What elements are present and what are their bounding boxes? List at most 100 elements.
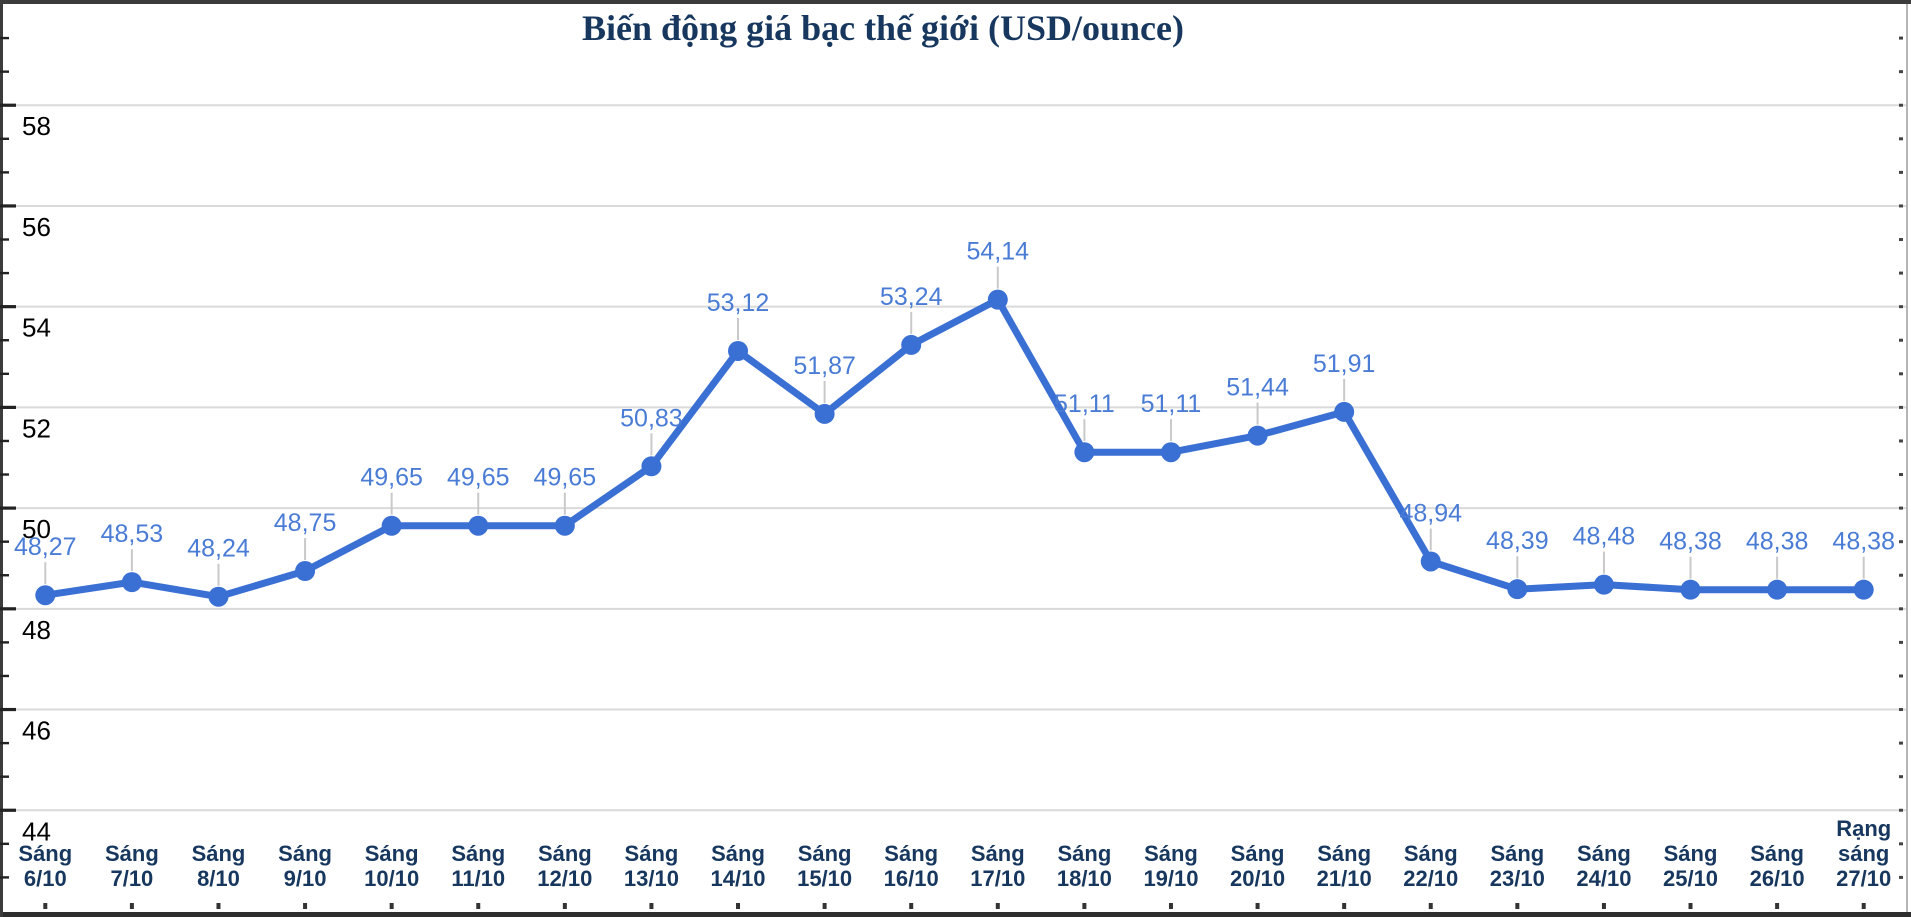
y-minor-tick — [0, 574, 9, 577]
data-point[interactable] — [35, 585, 56, 606]
y-minor-tick — [0, 271, 9, 275]
data-label: 48,27 — [14, 533, 77, 561]
top-border — [0, 0, 1911, 4]
y-right-tick-dot — [1899, 573, 1903, 577]
y-ticks — [0, 36, 1903, 879]
x-tick-label-line: Sáng — [1490, 841, 1544, 866]
x-tick-mark — [736, 903, 741, 909]
y-minor-tick — [0, 674, 9, 678]
x-tick-label-line: 26/10 — [1750, 866, 1805, 891]
data-point[interactable] — [641, 456, 662, 477]
y-major-tick — [0, 607, 16, 611]
y-major-tick — [0, 506, 16, 510]
x-tick-label-line: 21/10 — [1317, 866, 1372, 891]
x-tick-mark — [1342, 903, 1347, 909]
y-right-tick-dot — [1899, 607, 1903, 611]
data-points — [35, 289, 1874, 607]
y-right-tick-dot — [1899, 875, 1903, 879]
data-label: 51,91 — [1313, 350, 1376, 378]
x-tick-label-line: Sáng — [971, 841, 1025, 866]
y-right-tick-dot — [1899, 305, 1903, 309]
data-point[interactable] — [1680, 579, 1701, 600]
data-label: 51,11 — [1141, 390, 1202, 418]
x-tick-mark — [476, 903, 481, 909]
y-minor-tick — [0, 36, 9, 40]
x-tick-label-line: 24/10 — [1576, 866, 1631, 891]
x-tick-label-line: Sáng — [538, 841, 592, 866]
data-point[interactable] — [1593, 574, 1614, 595]
gridlines — [2, 104, 1907, 812]
y-tick-labels: 58 56 54 52 50 48 46 44 — [22, 111, 51, 846]
data-point[interactable] — [728, 340, 749, 361]
y-right-tick-dot — [1899, 36, 1903, 40]
y-minor-tick — [0, 641, 9, 644]
data-point[interactable] — [901, 334, 922, 355]
data-point[interactable] — [468, 515, 489, 536]
y-minor-tick — [0, 775, 9, 778]
x-tick-label-line: 9/10 — [284, 866, 327, 891]
y-minor-tick — [0, 473, 9, 476]
x-tick-mark — [822, 903, 827, 909]
y-right-tick-dot — [1899, 473, 1903, 477]
x-tick-label-line: Sáng — [365, 841, 419, 866]
data-label: 48,24 — [187, 535, 250, 563]
y-minor-tick — [0, 540, 9, 543]
x-tick-label-line: Sáng — [451, 841, 505, 866]
y-tick-label: 48 — [22, 615, 51, 645]
data-label: 49,65 — [447, 464, 510, 492]
data-labels: 48,27 48,53 48,24 48,75 49,65 49,65 49,65 50,83… — [14, 238, 1895, 563]
data-point[interactable] — [814, 403, 835, 424]
data-label: 53,24 — [880, 283, 943, 311]
x-tick-mark — [909, 903, 914, 909]
x-tick-label-line: 27/10 — [1836, 866, 1891, 891]
x-tick-label-line: 15/10 — [797, 866, 852, 891]
x-tick-mark — [1861, 903, 1866, 909]
data-point[interactable] — [987, 289, 1008, 310]
x-tick-label-line: 23/10 — [1490, 866, 1545, 891]
x-tick-mark — [1601, 903, 1606, 909]
y-minor-tick — [0, 238, 9, 241]
x-tick-label-line: 13/10 — [624, 866, 679, 891]
data-point[interactable] — [1767, 579, 1788, 600]
data-point[interactable] — [121, 572, 142, 593]
data-label: 48,38 — [1746, 528, 1809, 556]
data-point[interactable] — [381, 515, 402, 536]
y-tick-label: 58 — [22, 111, 51, 141]
y-minor-tick — [0, 876, 9, 879]
data-point[interactable] — [1420, 551, 1441, 572]
data-point[interactable] — [1247, 425, 1268, 446]
data-point[interactable] — [1334, 401, 1355, 422]
x-tick-label-line: Sáng — [1577, 841, 1631, 866]
data-point[interactable] — [208, 586, 229, 607]
x-tick-label-line: Rạng — [1836, 816, 1891, 841]
data-point[interactable] — [554, 515, 575, 536]
data-label: 49,65 — [534, 464, 597, 492]
y-right-tick-dot — [1899, 540, 1903, 544]
x-tick-mark — [129, 903, 134, 909]
x-tick-mark — [649, 903, 654, 909]
y-right-tick-dot — [1899, 674, 1903, 678]
y-right-tick-dot — [1899, 405, 1903, 409]
data-point[interactable] — [295, 561, 316, 582]
x-tick-label-line: Sáng — [625, 841, 679, 866]
data-label: 51,44 — [1226, 374, 1289, 402]
y-right-tick-dot — [1899, 70, 1903, 74]
y-minor-tick — [0, 70, 9, 73]
data-point[interactable] — [1853, 579, 1874, 600]
x-tick-label-line: 7/10 — [110, 866, 153, 891]
x-tick-mark — [1515, 903, 1520, 909]
x-tick-label-line: Sáng — [1317, 841, 1371, 866]
x-tick-mark — [1775, 903, 1780, 909]
data-point[interactable] — [1507, 579, 1528, 600]
x-tick-label-line: Sáng — [884, 841, 938, 866]
x-tick-mark — [1255, 903, 1260, 909]
x-tick-label-line: Sáng — [105, 841, 159, 866]
data-point[interactable] — [1160, 442, 1181, 463]
y-right-tick-dot — [1899, 204, 1903, 208]
y-tick-label: 50 — [22, 514, 51, 544]
data-point[interactable] — [1074, 442, 1095, 463]
data-label: 48,75 — [274, 509, 337, 537]
y-right-tick-dot — [1899, 170, 1903, 174]
